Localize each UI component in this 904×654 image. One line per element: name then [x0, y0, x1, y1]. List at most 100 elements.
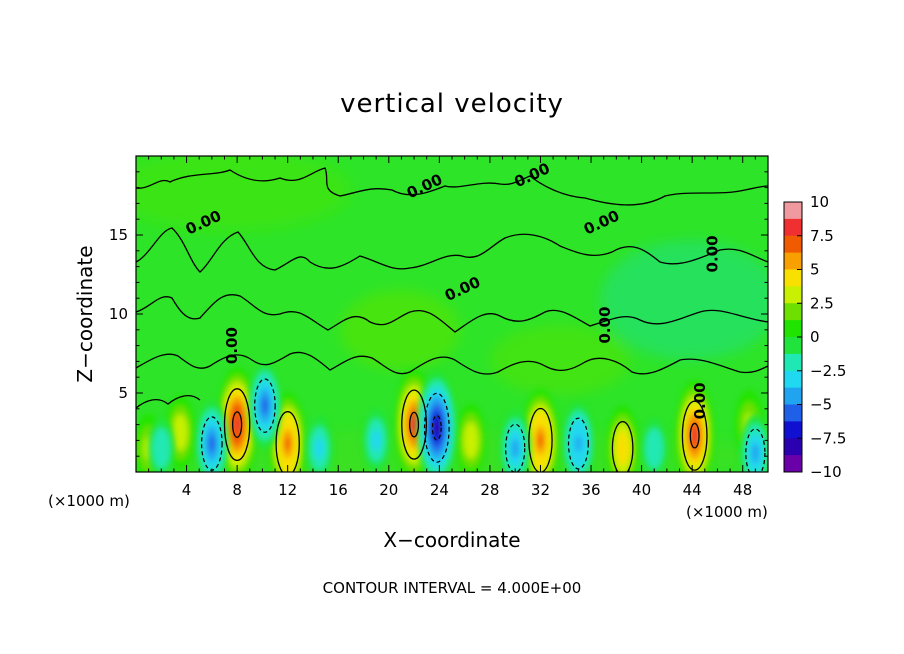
downdraft-cell [248, 362, 282, 449]
velocity-level [234, 417, 240, 432]
velocity-level [411, 416, 417, 433]
negative-contour-inner [431, 414, 442, 441]
colorbar-tick-label: 7.5 [810, 227, 834, 245]
positive-contour [223, 388, 251, 462]
y-tick-label: 5 [118, 384, 128, 402]
colorbar-segment [784, 421, 802, 439]
y-tick-label: 15 [109, 226, 128, 244]
positive-contour [681, 400, 708, 471]
bg-mid-yellowish-2 [490, 325, 630, 395]
x-tick-label: 8 [232, 481, 242, 499]
colorbar-segment [784, 202, 802, 220]
bg-mid-yellowish-1 [340, 290, 460, 370]
positive-contour-inner [231, 411, 243, 438]
velocity-level [285, 436, 291, 451]
velocity-level [751, 443, 760, 463]
downdraft-cell [499, 409, 531, 472]
updraft-cell [456, 403, 486, 472]
colorbar-tick-label: 10 [810, 193, 829, 211]
updraft-cell [521, 389, 560, 472]
contour-label: 0.00 [223, 327, 241, 364]
contour-label: 0.00 [691, 382, 709, 419]
positive-contour [611, 420, 634, 472]
x-unit-left: (×1000 m) [48, 492, 130, 510]
negative-contour [254, 378, 276, 433]
colorbar-segment [784, 353, 802, 372]
velocity-level [371, 429, 381, 452]
bg-upper-left-light [136, 156, 350, 230]
colorbar-tick-label: −5 [810, 396, 832, 414]
x-tick-label: 16 [329, 481, 348, 499]
positive-contour [401, 389, 428, 460]
x-tick-label: 44 [683, 481, 702, 499]
colorbar-segment [784, 286, 802, 304]
contour-lines [136, 167, 768, 472]
velocity-level [619, 439, 626, 457]
velocity-level [649, 438, 659, 459]
contour-label: 0.00 [596, 307, 614, 344]
contour-label: 0.00 [703, 235, 721, 272]
y-axis-label: Z−coordinate [73, 245, 97, 382]
velocity-level [261, 397, 269, 415]
x-unit-right: (×1000 m) [686, 503, 768, 521]
colorbar-segment [784, 370, 802, 389]
contour-zero-4 [136, 351, 768, 375]
colorbar-tick-label: −7.5 [810, 429, 846, 447]
x-tick-label: 36 [581, 481, 600, 499]
downdraft-cell [641, 417, 668, 472]
contour-zero-5 [136, 394, 201, 409]
contour-zero-2 [136, 227, 768, 273]
contour-zero-3 [136, 294, 768, 333]
downdraft-cell [148, 417, 175, 472]
positive-contour-inner [409, 411, 420, 438]
velocity-level [434, 419, 440, 436]
downdraft-cell [739, 414, 768, 472]
chart-title: vertical velocity [340, 89, 564, 119]
colorbar-segment [784, 303, 802, 321]
velocity-level [176, 423, 184, 442]
x-tick-label: 28 [480, 481, 499, 499]
colorbar-segment [784, 455, 802, 473]
downdraft-cell [305, 415, 334, 472]
plot-area: 0.000.000.00 0.000.000.000.000.000.00 [136, 156, 768, 472]
colorbar-tick-label: −10 [810, 463, 842, 481]
colorbar-segment [784, 438, 802, 456]
negative-contour [745, 428, 766, 472]
x-tick-label: 24 [430, 481, 449, 499]
positive-contour [275, 411, 300, 472]
y-tick-label: 10 [109, 305, 128, 323]
colorbar-segment [784, 404, 802, 422]
positive-contour [528, 407, 553, 472]
downdraft-cell [562, 402, 595, 472]
colorbar: 10 7.5 5 2.5 0 −2.5 −5 −7.5 −10 [783, 193, 846, 481]
velocity-level [537, 433, 544, 448]
positive-contour-inner [689, 422, 700, 449]
velocity-level [208, 434, 216, 453]
x-tick-label: 40 [632, 481, 651, 499]
colorbar-segment [784, 320, 802, 338]
bg-upper-right-teal [600, 240, 768, 360]
x-axis-label: X−coordinate [383, 528, 520, 552]
contour-interval: CONTOUR INTERVAL = 4.000E+00 [323, 579, 582, 597]
downdraft-cell [417, 372, 457, 472]
colorbar-segment [784, 235, 802, 254]
x-tick-label: 4 [182, 481, 192, 499]
contour-zero-1 [136, 167, 768, 206]
velocity-level [156, 438, 166, 459]
colorbar-tick-label: −2.5 [810, 362, 846, 380]
colorbar-segment [784, 252, 802, 270]
negative-contour [505, 423, 526, 472]
velocity-level [314, 437, 324, 460]
velocity-level [511, 438, 520, 458]
x-tick-label: 32 [531, 481, 550, 499]
x-tick-label: 20 [379, 481, 398, 499]
y-axis-ticks: 5 10 15 [109, 171, 768, 457]
colorbar-segment [784, 269, 802, 287]
colorbar-tick-label: 2.5 [810, 294, 834, 312]
colorbar-tick-label: 0 [810, 328, 820, 346]
colorbar-segment [784, 387, 802, 405]
colorbar-tick-label: 5 [810, 261, 820, 279]
colorbar-segment [784, 218, 802, 237]
x-tick-label: 48 [733, 481, 752, 499]
